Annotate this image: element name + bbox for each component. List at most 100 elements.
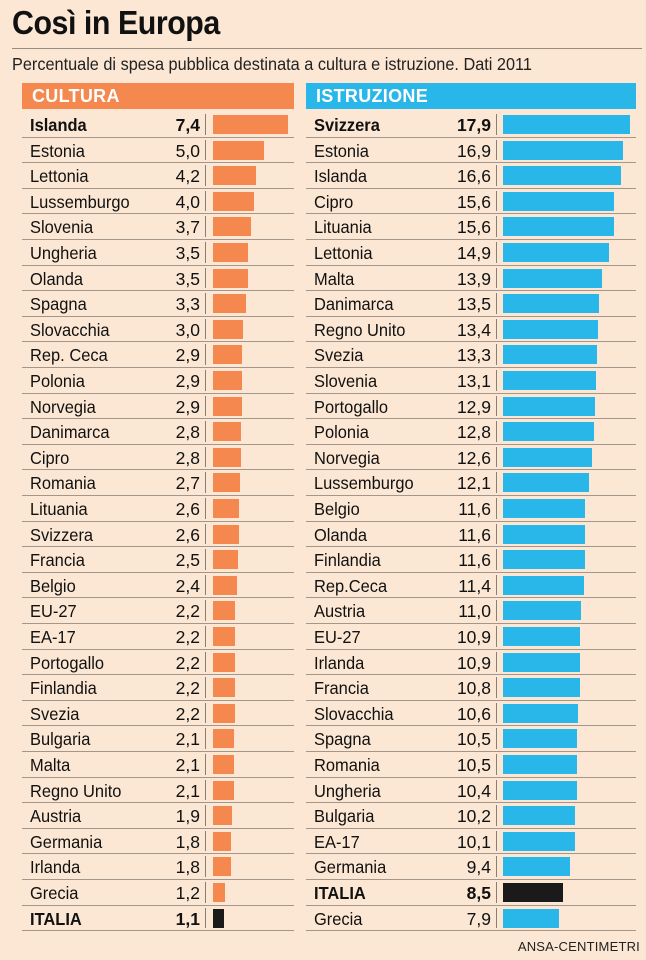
istruzione-separator bbox=[496, 242, 497, 263]
table-row: Islanda 16,6 bbox=[306, 163, 636, 189]
istruzione-bar bbox=[503, 140, 623, 160]
istruzione-country-label: Estonia bbox=[314, 140, 369, 161]
istruzione-separator bbox=[496, 805, 497, 826]
cultura-value-label: 2,6 bbox=[175, 524, 200, 545]
table-row: Belgio 2,4 bbox=[22, 573, 294, 599]
cultura-bar bbox=[213, 601, 236, 621]
cultura-country-label: Islanda bbox=[30, 115, 87, 135]
istruzione-value-label: 16,6 bbox=[456, 166, 491, 187]
table-row: Francia 10,8 bbox=[306, 675, 636, 701]
table-row: Germania 9,4 bbox=[306, 854, 636, 880]
istruzione-separator bbox=[496, 574, 497, 596]
cultura-bar bbox=[213, 140, 264, 160]
istruzione-bar bbox=[503, 191, 614, 211]
cultura-value-label: 2,1 bbox=[175, 755, 200, 775]
cultura-separator bbox=[205, 856, 206, 877]
istruzione-value-label: 9,4 bbox=[466, 857, 491, 878]
cultura-country-label: Norvegia bbox=[30, 396, 96, 417]
istruzione-value-label: 16,9 bbox=[456, 140, 491, 161]
cultura-value-label: 2,7 bbox=[175, 473, 200, 494]
cultura-separator bbox=[205, 523, 206, 545]
istruzione-country-label: Irlanda bbox=[314, 652, 365, 673]
istruzione-country-label: Polonia bbox=[314, 422, 369, 443]
istruzione-separator bbox=[496, 830, 497, 852]
cultura-value-label: 2,2 bbox=[175, 627, 200, 647]
istruzione-separator bbox=[496, 600, 497, 621]
cultura-country-label: Ungheria bbox=[30, 243, 97, 263]
cultura-separator bbox=[205, 626, 206, 647]
cultura-value-label: 1,9 bbox=[175, 806, 200, 827]
istruzione-separator bbox=[496, 702, 497, 724]
cultura-country-label: Regno Unito bbox=[30, 780, 122, 801]
table-row: Slovacchia 3,0 bbox=[22, 317, 294, 343]
cultura-separator bbox=[205, 190, 206, 212]
istruzione-country-label: ITALIA bbox=[314, 883, 366, 903]
cultura-bar bbox=[213, 806, 233, 826]
istruzione-country-label: Rep.Ceca bbox=[314, 575, 388, 596]
table-row: Svizzera 17,9 bbox=[306, 112, 636, 138]
cultura-country-label: Francia bbox=[30, 550, 85, 571]
table-row: EA-17 10,1 bbox=[306, 829, 636, 855]
cultura-country-label: Irlanda bbox=[30, 857, 81, 878]
istruzione-bar bbox=[503, 217, 614, 237]
table-row: Bulgaria 10,2 bbox=[306, 803, 636, 829]
istruzione-country-label: Olanda bbox=[314, 524, 368, 545]
cultura-country-label: Belgio bbox=[30, 575, 76, 596]
table-row: Spagna 10,5 bbox=[306, 726, 636, 752]
istruzione-bar bbox=[503, 831, 575, 851]
istruzione-country-label: Grecia bbox=[314, 908, 363, 929]
istruzione-separator bbox=[496, 651, 497, 673]
istruzione-separator bbox=[496, 293, 497, 314]
istruzione-bar bbox=[503, 166, 621, 186]
cultura-separator bbox=[205, 139, 206, 161]
istruzione-country-label: EU-27 bbox=[314, 627, 361, 647]
istruzione-bar bbox=[503, 883, 564, 902]
cultura-country-label: ITALIA bbox=[30, 908, 82, 929]
istruzione-value-label: 13,9 bbox=[456, 268, 491, 289]
chart-subtitle: Percentuale di spesa pubblica destinata … bbox=[12, 54, 532, 74]
cultura-bar bbox=[213, 115, 288, 134]
cultura-separator bbox=[205, 472, 206, 493]
istruzione-value-label: 10,4 bbox=[456, 780, 491, 801]
istruzione-country-label: Danimarca bbox=[314, 294, 394, 315]
cultura-bar bbox=[213, 371, 243, 390]
cultura-bar bbox=[213, 268, 249, 288]
cultura-value-label: 5,0 bbox=[175, 140, 200, 161]
cultura-header: CULTURA bbox=[22, 83, 294, 109]
table-row: Irlanda 10,9 bbox=[306, 650, 636, 676]
istruzione-value-label: 12,8 bbox=[456, 422, 491, 443]
istruzione-separator bbox=[496, 549, 497, 570]
table-row: Irlanda 1,8 bbox=[22, 854, 294, 880]
cultura-bar bbox=[213, 524, 240, 544]
istruzione-separator bbox=[496, 421, 497, 442]
table-row: Grecia 1,2 bbox=[22, 880, 294, 906]
istruzione-bar bbox=[503, 243, 609, 262]
table-row: Polonia 12,8 bbox=[306, 419, 636, 445]
istruzione-bar bbox=[503, 806, 576, 826]
table-row: Polonia 2,9 bbox=[22, 368, 294, 394]
istruzione-country-label: Ungheria bbox=[314, 780, 381, 801]
cultura-separator bbox=[205, 600, 206, 621]
istruzione-separator bbox=[496, 856, 497, 877]
table-row: Lituania 2,6 bbox=[22, 496, 294, 522]
table-row: ITALIA 8,5 bbox=[306, 880, 636, 906]
table-row: Malta 2,1 bbox=[22, 752, 294, 778]
cultura-value-label: 2,5 bbox=[175, 550, 200, 571]
cultura-country-label: Bulgaria bbox=[30, 729, 91, 750]
table-row: Estonia 5,0 bbox=[22, 138, 294, 164]
table-row: Slovacchia 10,6 bbox=[306, 701, 636, 727]
table-row: Belgio 11,6 bbox=[306, 496, 636, 522]
table-row: Cipro 15,6 bbox=[306, 189, 636, 215]
cultura-value-label: 4,2 bbox=[175, 166, 200, 187]
cultura-country-label: Slovenia bbox=[30, 217, 94, 238]
cultura-separator bbox=[205, 702, 206, 724]
table-row: Norvegia 12,6 bbox=[306, 445, 636, 471]
istruzione-bar bbox=[503, 652, 581, 672]
table-row: Regno Unito 13,4 bbox=[306, 317, 636, 343]
cultura-separator bbox=[205, 549, 206, 570]
istruzione-bar bbox=[503, 703, 579, 723]
istruzione-country-label: Romania bbox=[314, 755, 380, 775]
istruzione-separator bbox=[496, 165, 497, 186]
istruzione-bar bbox=[503, 678, 580, 698]
istruzione-bar bbox=[503, 115, 630, 134]
